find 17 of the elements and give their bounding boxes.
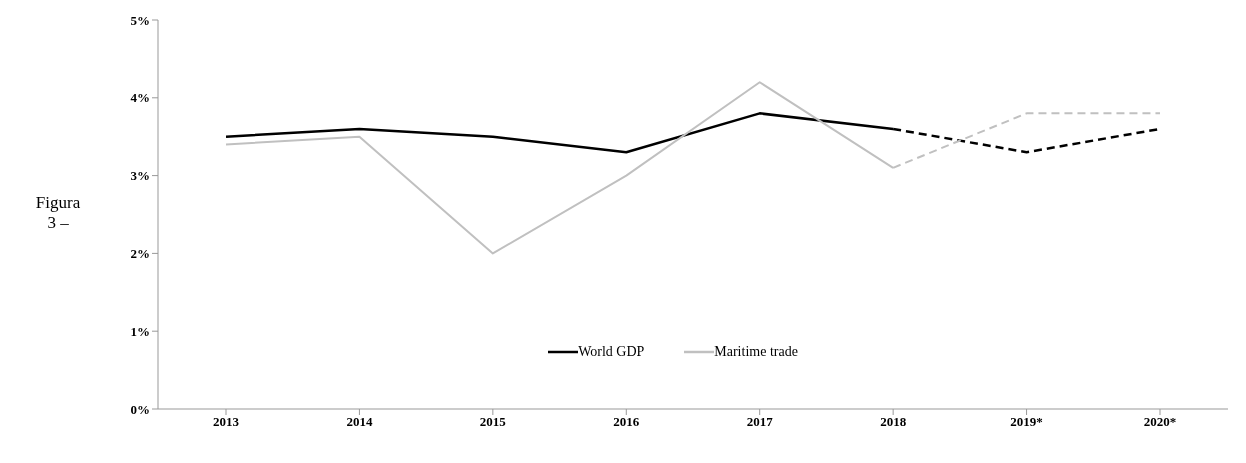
y-tick-label: 0% <box>130 401 150 417</box>
x-tick-label: 2017 <box>746 414 774 430</box>
y-tick-label: 1% <box>130 323 150 339</box>
legend-label: Maritime trade <box>714 344 798 360</box>
y-tick-label: 5% <box>130 12 150 28</box>
x-tick-label: 2015 <box>479 414 507 430</box>
x-tick-label: 2020* <box>1143 414 1177 430</box>
x-tick-label: 2019* <box>1010 414 1043 430</box>
text: Figura 3 – <box>34 193 82 233</box>
y-tick-label: 4% <box>130 90 150 106</box>
x-tick-label: 2014 <box>346 414 373 430</box>
x-tick-label: 2013 <box>213 414 240 430</box>
legend-label: World GDP <box>578 344 645 360</box>
y-tick-label: 2% <box>130 246 150 262</box>
x-tick-label: 2016 <box>613 414 640 430</box>
y-tick-label: 3% <box>130 168 150 184</box>
x-tick-label: 2018 <box>880 414 907 430</box>
